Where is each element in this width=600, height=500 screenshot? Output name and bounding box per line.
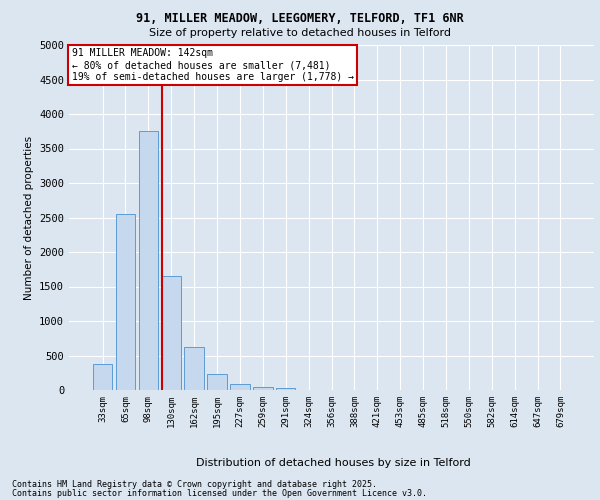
- Text: 91, MILLER MEADOW, LEEGOMERY, TELFORD, TF1 6NR: 91, MILLER MEADOW, LEEGOMERY, TELFORD, T…: [136, 12, 464, 26]
- Bar: [116, 214, 135, 390]
- Text: Distribution of detached houses by size in Telford: Distribution of detached houses by size …: [196, 458, 470, 468]
- Text: Size of property relative to detached houses in Telford: Size of property relative to detached ho…: [149, 28, 451, 38]
- Text: Contains HM Land Registry data © Crown copyright and database right 2025.: Contains HM Land Registry data © Crown c…: [12, 480, 377, 489]
- Bar: [161, 276, 181, 390]
- Bar: [184, 347, 204, 390]
- Text: Contains public sector information licensed under the Open Government Licence v3: Contains public sector information licen…: [12, 488, 427, 498]
- Bar: [230, 384, 250, 390]
- Bar: [93, 364, 112, 390]
- Bar: [253, 386, 272, 390]
- Bar: [208, 374, 227, 390]
- Y-axis label: Number of detached properties: Number of detached properties: [23, 136, 34, 300]
- Bar: [139, 130, 158, 390]
- Text: 91 MILLER MEADOW: 142sqm
← 80% of detached houses are smaller (7,481)
19% of sem: 91 MILLER MEADOW: 142sqm ← 80% of detach…: [71, 48, 353, 82]
- Bar: [276, 388, 295, 390]
